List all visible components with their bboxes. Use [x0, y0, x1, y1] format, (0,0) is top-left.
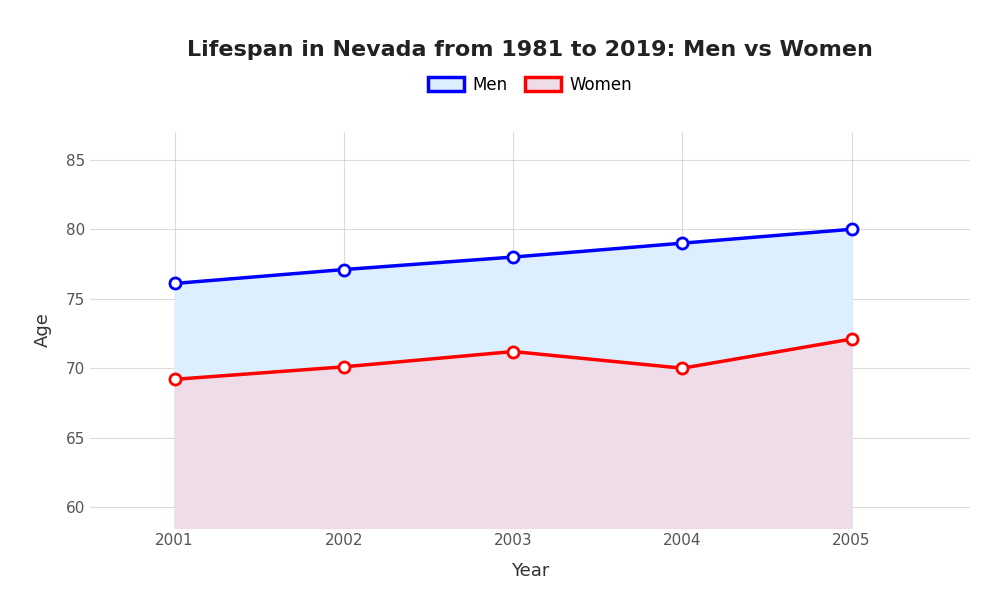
X-axis label: Year: Year: [511, 562, 549, 580]
Title: Lifespan in Nevada from 1981 to 2019: Men vs Women: Lifespan in Nevada from 1981 to 2019: Me…: [187, 40, 873, 59]
Y-axis label: Age: Age: [34, 313, 52, 347]
Legend: Men, Women: Men, Women: [421, 69, 639, 100]
